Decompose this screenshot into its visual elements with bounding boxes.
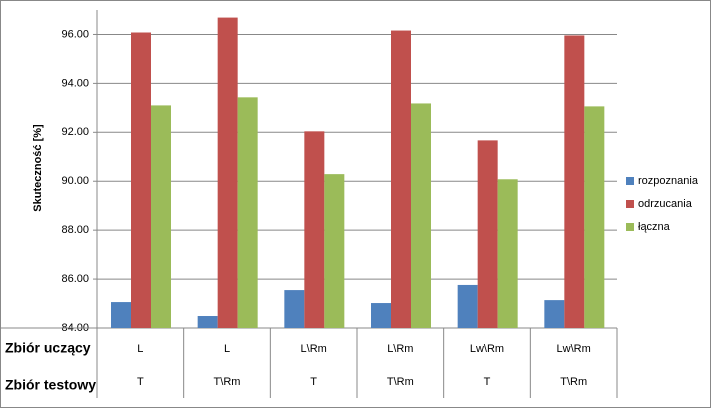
bar: [584, 106, 605, 328]
bar: [457, 284, 478, 328]
bar: [371, 303, 391, 328]
x-tick-label: Lw\Rm: [557, 343, 591, 355]
y-tick-label: 86.00: [61, 273, 89, 285]
bar: [217, 17, 238, 329]
bar: [197, 316, 218, 328]
y-tick-label: 96.00: [61, 28, 89, 40]
x-tick-label: T: [484, 376, 491, 388]
y-axis-title: Skuteczność [%]: [32, 124, 44, 212]
legend-label: rozpoznania: [638, 175, 699, 187]
y-tick-label: 94.00: [61, 77, 89, 89]
bar: [324, 174, 345, 328]
bar: [497, 179, 518, 328]
legend-swatch: [626, 200, 634, 208]
bar: [284, 290, 305, 328]
bar: [391, 30, 411, 328]
bar: [564, 35, 585, 328]
bar: [477, 140, 498, 328]
x-tick-label: L\Rm: [387, 343, 413, 355]
legend-swatch: [626, 177, 634, 185]
bar: [131, 32, 151, 329]
x-tick-label: T\Rm: [560, 376, 587, 388]
bar: [411, 103, 431, 328]
y-tick-label: 90.00: [61, 175, 89, 187]
bar: [111, 302, 131, 328]
y-tick-label: 88.00: [61, 224, 89, 236]
x-tick-label: L: [137, 343, 143, 355]
x-tick-label: L: [224, 343, 230, 355]
x-tick-label: L\Rm: [301, 343, 327, 355]
legend-swatch: [626, 223, 634, 231]
bar: [237, 97, 258, 328]
x-tick-label: T\Rm: [387, 376, 414, 388]
bar: [544, 300, 565, 328]
x-tick-label: T: [137, 376, 144, 388]
x-tick-label: T: [310, 376, 317, 388]
bar: [304, 131, 325, 328]
y-tick-label: 92.00: [61, 126, 89, 138]
x-tick-label: T\Rm: [214, 376, 241, 388]
category-level-name: Zbiór testowy: [5, 377, 96, 393]
legend-label: łączna: [638, 221, 671, 233]
bar: [151, 105, 171, 329]
category-level-name: Zbiór uczący: [5, 340, 91, 356]
x-tick-label: Lw\Rm: [470, 343, 504, 355]
legend-label: odrzucania: [638, 198, 693, 210]
